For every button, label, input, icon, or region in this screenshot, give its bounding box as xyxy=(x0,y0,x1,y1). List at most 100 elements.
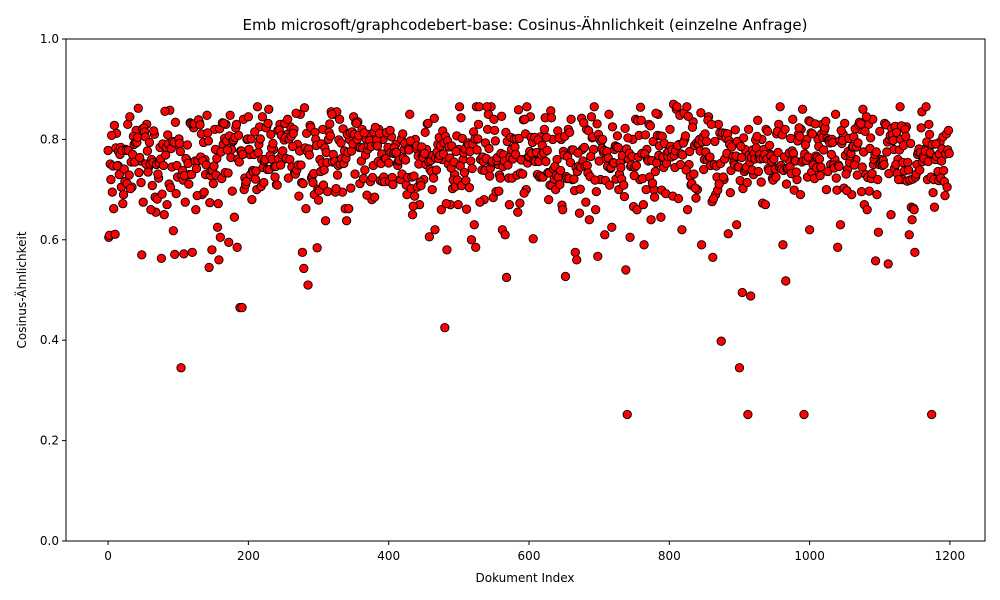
data-point xyxy=(905,138,916,149)
data-point xyxy=(187,247,197,258)
data-point xyxy=(718,172,728,182)
data-point xyxy=(106,174,116,185)
data-point xyxy=(207,245,217,255)
x-axis: 0 200 400 600 800 1000 1200 xyxy=(104,541,965,563)
data-point xyxy=(689,169,699,179)
data-point xyxy=(746,291,756,301)
data-point xyxy=(691,193,701,203)
data-point xyxy=(762,126,773,137)
data-point xyxy=(255,134,265,144)
data-point xyxy=(186,169,197,180)
data-point xyxy=(384,158,394,168)
data-point xyxy=(677,225,687,235)
data-point xyxy=(650,166,660,177)
data-point xyxy=(431,165,442,175)
data-point xyxy=(263,118,273,128)
data-point xyxy=(158,160,169,171)
data-point xyxy=(600,230,610,240)
data-point xyxy=(842,185,852,196)
data-point xyxy=(283,114,293,124)
data-point xyxy=(579,118,589,128)
data-point xyxy=(753,166,764,177)
data-point xyxy=(871,147,881,157)
data-point xyxy=(924,129,935,140)
data-point xyxy=(780,124,790,135)
data-point xyxy=(327,109,337,119)
data-point xyxy=(625,232,635,242)
data-point xyxy=(195,120,205,130)
data-point xyxy=(298,178,308,189)
data-point xyxy=(730,125,740,135)
data-point xyxy=(212,222,223,232)
data-point xyxy=(162,200,172,210)
data-point xyxy=(690,183,700,193)
data-point xyxy=(362,190,372,200)
data-point xyxy=(283,173,294,183)
data-point xyxy=(237,302,247,313)
data-point xyxy=(454,102,465,112)
data-point xyxy=(270,172,280,182)
data-point xyxy=(816,162,826,172)
data-point xyxy=(856,119,866,129)
data-point xyxy=(612,131,623,141)
data-point xyxy=(883,259,893,269)
y-tick-label: 0.2 xyxy=(40,434,59,448)
data-point xyxy=(756,177,766,187)
data-point xyxy=(205,197,215,208)
data-point xyxy=(301,204,311,214)
data-point xyxy=(683,111,693,121)
data-point xyxy=(472,145,482,155)
data-point xyxy=(359,128,369,138)
data-point xyxy=(287,141,298,152)
data-point xyxy=(882,147,892,157)
data-point xyxy=(916,123,926,133)
data-point xyxy=(388,179,398,190)
data-point xyxy=(901,131,911,142)
data-point xyxy=(708,252,718,263)
data-point xyxy=(496,111,507,121)
data-point xyxy=(482,102,492,112)
data-point xyxy=(231,119,242,129)
data-point xyxy=(769,154,779,164)
data-point xyxy=(607,122,618,132)
data-point xyxy=(651,108,661,118)
data-point xyxy=(631,160,641,171)
data-point xyxy=(107,187,117,197)
data-point xyxy=(490,136,500,146)
data-point xyxy=(219,118,229,128)
data-point xyxy=(943,125,954,136)
data-point xyxy=(318,180,329,190)
data-point xyxy=(542,145,552,156)
data-point xyxy=(581,197,591,207)
data-point xyxy=(213,199,223,209)
data-point xyxy=(467,163,477,174)
data-point xyxy=(586,151,596,162)
data-point xyxy=(605,180,615,190)
data-point xyxy=(613,142,623,153)
data-point xyxy=(466,235,477,245)
data-point xyxy=(853,138,863,148)
data-point xyxy=(424,232,435,242)
data-point xyxy=(589,102,599,112)
data-point xyxy=(132,132,143,143)
data-point xyxy=(474,102,484,112)
data-point xyxy=(135,152,145,163)
data-point xyxy=(202,110,212,120)
data-point xyxy=(849,160,860,170)
data-point xyxy=(781,179,792,189)
data-point xyxy=(778,240,788,250)
data-point xyxy=(475,197,485,207)
data-point xyxy=(325,131,336,141)
data-point xyxy=(591,205,601,215)
data-point xyxy=(118,199,128,209)
data-point xyxy=(565,127,575,138)
data-point xyxy=(620,123,630,134)
data-point xyxy=(110,229,120,239)
x-tick-label: 1200 xyxy=(935,549,966,563)
data-point xyxy=(179,249,189,259)
data-point xyxy=(133,103,143,113)
data-point xyxy=(157,189,167,199)
data-point xyxy=(742,177,752,188)
data-point xyxy=(427,184,437,195)
data-point xyxy=(647,178,658,188)
